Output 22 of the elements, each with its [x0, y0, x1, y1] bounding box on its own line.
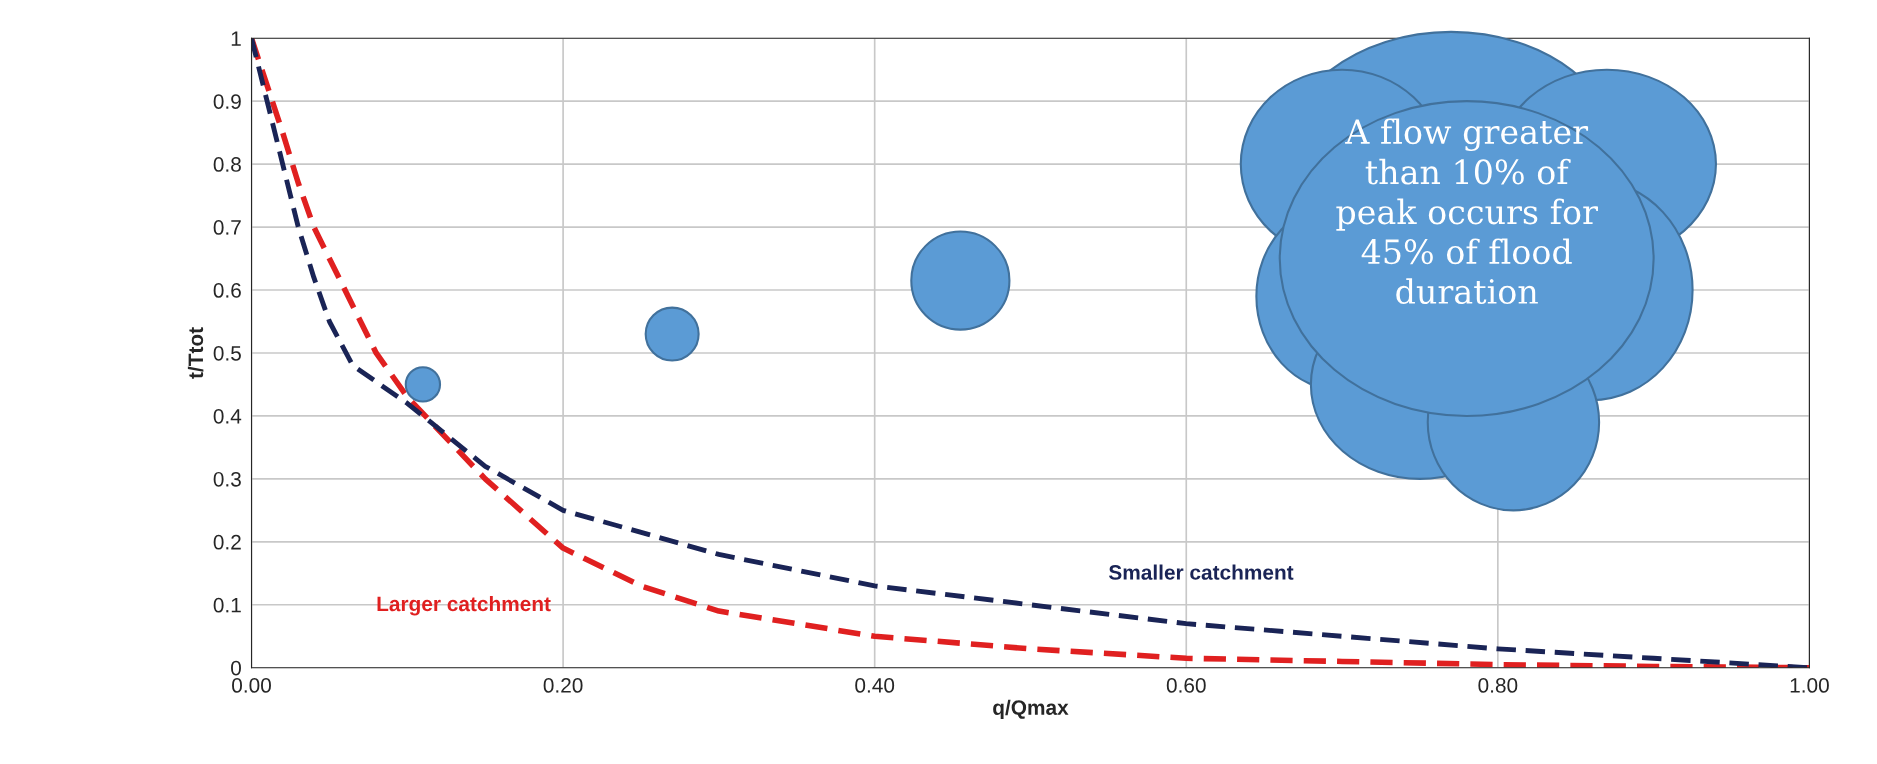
y-tick-label: 0.8: [213, 157, 241, 172]
x-tick-label: 0.60: [1166, 678, 1206, 693]
y-tick-label: 0.9: [213, 94, 241, 109]
y-tick-label: 1: [231, 31, 241, 46]
y-tick-label: 0.2: [213, 534, 241, 550]
x-axis-title: q/Qmax: [993, 699, 1069, 720]
x-tick-label: 0.80: [1478, 678, 1518, 693]
y-tick-label: 0.3: [213, 471, 241, 487]
y-tick-label: 0.5: [213, 345, 241, 361]
y-tick-label: 0.4: [213, 408, 242, 424]
y-tick-label: 0.7: [213, 220, 241, 235]
y-tick-label: 0: [231, 660, 241, 676]
x-tick-label: 0.20: [543, 678, 583, 693]
y-axis-title: t/Ttot: [187, 327, 204, 379]
x-tick-label: 1.00: [1790, 678, 1829, 693]
annotation: A flow greater than 10% of peak occurs for 45% of flood duration: [1336, 118, 1598, 305]
y-tick-label: 0.1: [213, 597, 241, 613]
x-tick-label: 0.00: [232, 678, 271, 693]
x-tick-label: 0.40: [855, 678, 895, 693]
series-label: Smaller catchment: [1108, 564, 1294, 580]
text: Larger catchment: [377, 595, 551, 616]
y-tick-label: 0.6: [213, 283, 241, 298]
